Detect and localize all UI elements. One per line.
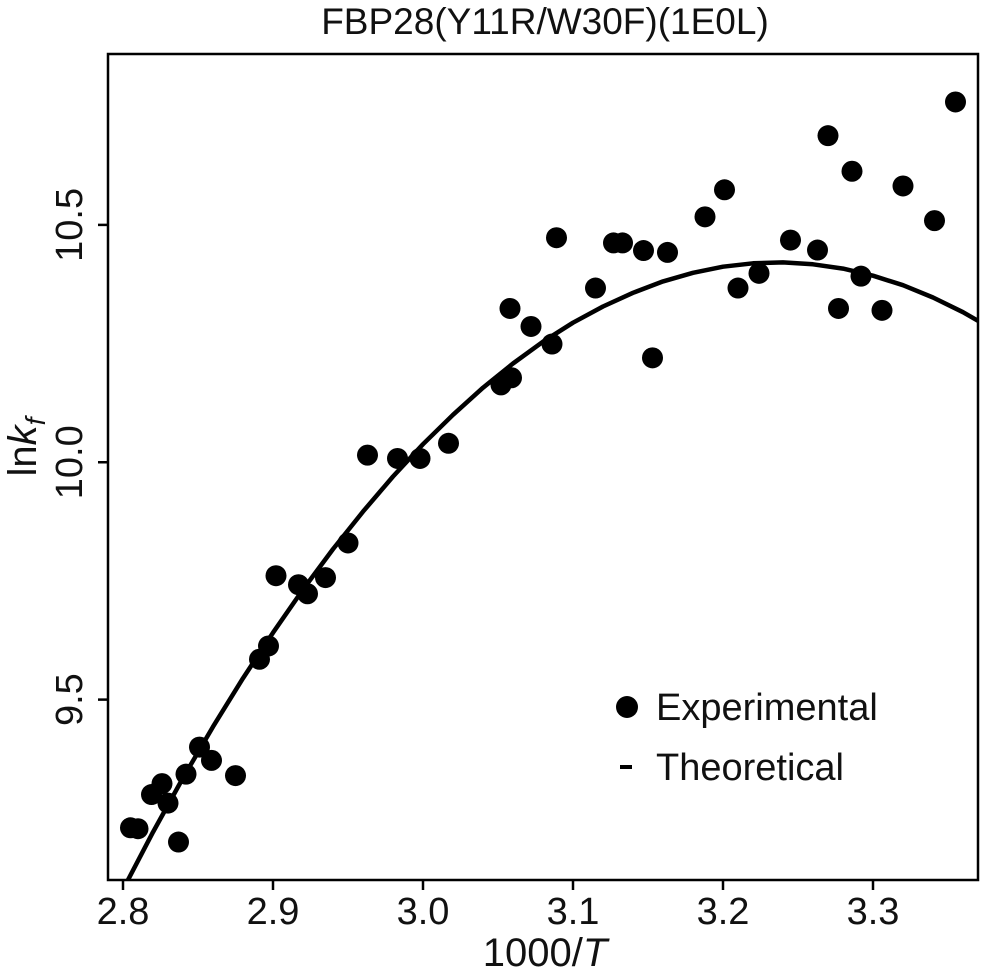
legend-label-theoretical: Theoretical — [656, 747, 844, 789]
y-axis-title: lnkf — [1, 414, 51, 476]
data-point — [585, 277, 606, 299]
data-point — [265, 565, 287, 587]
data-point — [892, 175, 914, 197]
data-point — [297, 583, 318, 605]
data-point — [438, 432, 459, 454]
data-point — [546, 227, 567, 249]
data-point — [258, 635, 279, 657]
legend: Experimental Theoretical — [616, 687, 878, 789]
plot-frame — [106, 52, 980, 882]
data-point — [748, 262, 770, 284]
data-point — [780, 229, 801, 251]
data-point — [151, 773, 173, 795]
theoretical-fit-line — [125, 260, 978, 880]
y-axis-title-subscript: f — [20, 414, 51, 425]
data-point — [642, 347, 663, 369]
data-point — [499, 297, 521, 319]
data-point — [541, 333, 563, 355]
data-point — [337, 532, 359, 554]
y-tick-label: 9.5 — [49, 673, 91, 726]
x-axis-title: 1000/T — [483, 931, 610, 974]
data-point — [520, 315, 542, 337]
x-axis-ticks: 2.8 2.9 3.0 3.1 3.2 3.3 — [97, 880, 900, 933]
data-point — [175, 763, 197, 785]
data-point — [924, 210, 945, 232]
data-point — [841, 160, 863, 182]
legend-marker-experimental — [616, 696, 638, 718]
y-axis-title-variable: k — [1, 423, 45, 445]
y-tick-label: 10.5 — [49, 188, 91, 262]
data-point — [817, 125, 839, 147]
plot-area — [120, 91, 978, 880]
data-point — [612, 232, 633, 254]
x-tick-label: 3.0 — [397, 891, 450, 933]
data-point — [694, 206, 716, 228]
data-point — [157, 792, 179, 814]
legend-label-experimental: Experimental — [656, 687, 878, 729]
data-point — [714, 179, 735, 201]
data-point — [828, 297, 849, 319]
x-tick-label: 3.1 — [547, 891, 600, 933]
data-point — [807, 239, 828, 261]
data-point — [727, 277, 749, 299]
data-point — [633, 240, 654, 262]
data-point — [409, 447, 431, 469]
chart-title: FBP28(Y11R/W30F)(1E0L) — [321, 1, 769, 42]
x-axis-title-variable: T — [583, 931, 610, 974]
data-point — [657, 241, 678, 263]
experimental-points — [120, 91, 966, 853]
x-axis-title-prefix: 1000/ — [483, 931, 584, 974]
x-tick-label: 3.2 — [697, 891, 750, 933]
data-point — [850, 265, 872, 287]
data-point — [127, 818, 149, 840]
y-axis-title-prefix: ln — [1, 445, 45, 476]
data-point — [315, 567, 336, 589]
data-point — [945, 91, 966, 113]
y-axis-ticks: 9.5 10.0 10.5 — [49, 188, 108, 726]
data-point — [501, 367, 522, 389]
x-tick-label: 2.9 — [247, 891, 300, 933]
data-point — [225, 765, 246, 787]
data-point — [201, 749, 222, 771]
data-point — [168, 831, 189, 853]
y-tick-label: 10.0 — [49, 425, 91, 499]
data-point — [871, 299, 893, 321]
data-point — [357, 444, 378, 466]
x-tick-label: 3.3 — [847, 891, 900, 933]
x-tick-label: 2.8 — [97, 891, 150, 933]
data-point — [387, 447, 408, 469]
